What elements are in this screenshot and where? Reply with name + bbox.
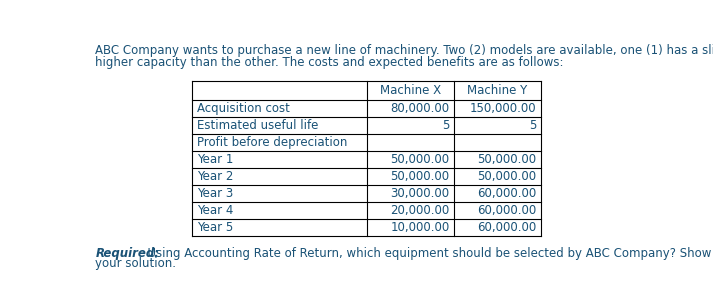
Text: Machine Y: Machine Y <box>468 84 528 97</box>
Text: 5: 5 <box>529 119 536 132</box>
Text: 20,000.00: 20,000.00 <box>390 204 449 217</box>
Text: higher capacity than the other. The costs and expected benefits are as follows:: higher capacity than the other. The cost… <box>96 56 564 68</box>
Text: ABC Company wants to purchase a new line of machinery. Two (2) models are availa: ABC Company wants to purchase a new line… <box>96 44 713 57</box>
Text: 50,000.00: 50,000.00 <box>391 170 449 183</box>
Text: 10,000.00: 10,000.00 <box>390 221 449 234</box>
Text: 60,000.00: 60,000.00 <box>477 221 536 234</box>
Text: Year 1: Year 1 <box>197 153 233 166</box>
Text: Acquisition cost: Acquisition cost <box>197 102 289 115</box>
Text: 60,000.00: 60,000.00 <box>477 187 536 200</box>
Text: Machine X: Machine X <box>380 84 441 97</box>
Text: Using Accounting Rate of Return, which equipment should be selected by ABC Compa: Using Accounting Rate of Return, which e… <box>140 247 712 260</box>
Text: Year 3: Year 3 <box>197 187 233 200</box>
Text: 80,000.00: 80,000.00 <box>391 102 449 115</box>
Text: Year 2: Year 2 <box>197 170 233 183</box>
Text: 150,000.00: 150,000.00 <box>470 102 536 115</box>
Text: Required:: Required: <box>96 247 159 260</box>
Text: 5: 5 <box>442 119 449 132</box>
Text: 50,000.00: 50,000.00 <box>391 153 449 166</box>
Text: Profit before depreciation: Profit before depreciation <box>197 136 347 149</box>
Text: Estimated useful life: Estimated useful life <box>197 119 318 132</box>
Text: Year 4: Year 4 <box>197 204 233 217</box>
Text: 60,000.00: 60,000.00 <box>477 204 536 217</box>
Text: Year 5: Year 5 <box>197 221 233 234</box>
Text: 30,000.00: 30,000.00 <box>391 187 449 200</box>
Text: your solution.: your solution. <box>96 257 176 270</box>
Text: 50,000.00: 50,000.00 <box>477 170 536 183</box>
Text: 50,000.00: 50,000.00 <box>477 153 536 166</box>
